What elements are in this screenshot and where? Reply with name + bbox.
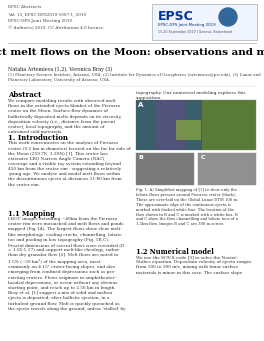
Text: © Author(s) 2019. CC Attribution 4.0 license.: © Author(s) 2019. CC Attribution 4.0 lic… bbox=[8, 26, 104, 30]
Circle shape bbox=[219, 8, 237, 26]
Text: 1.2 Numerical model: 1.2 Numerical model bbox=[136, 248, 214, 256]
Bar bbox=[152, 4, 257, 40]
Bar bbox=[136, 153, 194, 185]
Text: We compare modeling results with observed melt
flows in the extended ejecta blan: We compare modeling results with observe… bbox=[8, 99, 122, 134]
Text: We use the SOV-S code [3] to solve the Navier-
Stokes equation. Deposition veloc: We use the SOV-S code [3] to solve the N… bbox=[136, 255, 251, 275]
Text: Fig. 1: A) Simplified mapping of [1] to show only the
lobate flows present aroun: Fig. 1: A) Simplified mapping of [1] to … bbox=[136, 188, 238, 226]
Text: Abstract: Abstract bbox=[8, 91, 41, 99]
Text: EPSC-DPS Joint Meeting 2019: EPSC-DPS Joint Meeting 2019 bbox=[158, 23, 216, 27]
Bar bbox=[156, 100, 186, 150]
Text: B: B bbox=[138, 155, 143, 160]
Text: Vol. 13, EPSC-DPS2019-1067-1, 2019: Vol. 13, EPSC-DPS2019-1067-1, 2019 bbox=[8, 12, 86, 16]
Text: EPSC-DPS Joint Meeting 2019: EPSC-DPS Joint Meeting 2019 bbox=[8, 19, 72, 23]
Text: C: C bbox=[200, 155, 205, 160]
Bar bbox=[136, 100, 202, 150]
Text: Natalia Artemieva (1,2), Veronica Bray (3): Natalia Artemieva (1,2), Veronica Bray (… bbox=[8, 67, 112, 72]
Bar bbox=[136, 100, 256, 150]
Text: topography. Our numerical modeling explores this
supposition.: topography. Our numerical modeling explo… bbox=[136, 91, 246, 100]
Text: This work concentrates on the analysis of Pierazzo
crater (9.2 km in diameter) l: This work concentrates on the analysis o… bbox=[8, 141, 131, 187]
Text: 1. Introduction: 1. Introduction bbox=[8, 134, 68, 142]
Text: Impact melt flows on the Moon: observations and models: Impact melt flows on the Moon: observati… bbox=[0, 48, 264, 57]
Text: 15-20 September 2019 | Geneva, Switzerland: 15-20 September 2019 | Geneva, Switzerla… bbox=[158, 30, 232, 34]
Bar bbox=[176, 120, 201, 140]
Text: LROC images extending ~40km from the Pierazzo
crater rim were mosaicked and melt: LROC images extending ~40km from the Pie… bbox=[8, 217, 125, 311]
Text: A: A bbox=[138, 102, 143, 108]
Text: EPSC Abstracts: EPSC Abstracts bbox=[8, 5, 41, 9]
Bar bbox=[199, 153, 256, 185]
Text: EPSC: EPSC bbox=[158, 10, 194, 23]
Text: (1) Planetary Science Institute, Arizona, USA, (2) Institute for Dynamics of Geo: (1) Planetary Science Institute, Arizona… bbox=[8, 73, 261, 82]
Text: 1.1 Mapping: 1.1 Mapping bbox=[8, 210, 55, 218]
